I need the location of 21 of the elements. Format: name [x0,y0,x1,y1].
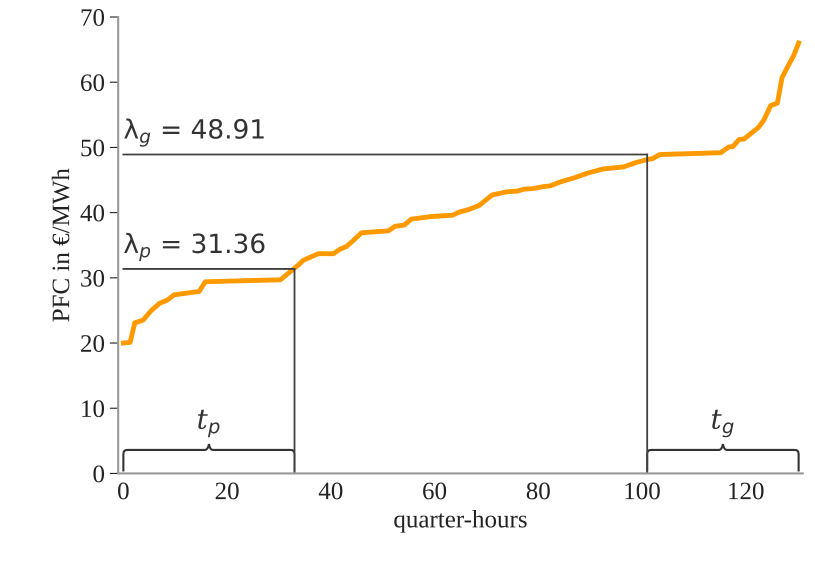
y-tick-label: 0 [93,465,104,482]
y-tick-label: 10 [82,400,104,418]
x-tick-label: 60 [423,482,446,500]
ref-line-label: λ$_{p}$ = 31.36 [124,232,264,262]
annotation: t$_{g}$ [712,410,734,438]
y-tick-label: 50 [81,139,104,156]
x-tick-label: 120 [729,482,764,500]
x-tick-label: 20 [216,482,239,500]
y-axis-title: PFC in €/MWh [52,168,70,322]
ref-line-label: λ$_{g}$ = 48.91 [124,118,264,147]
y-tick-label: 60 [81,74,104,92]
x-axis-title: quarter-hours [394,510,527,533]
y-tick-label: 40 [80,204,104,222]
x-tick-label: 40 [318,482,342,500]
y-tick-label: 30 [81,270,104,287]
annotation: t$_{p}$ [198,410,220,438]
y-tick-label: 20 [81,335,104,352]
x-tick-label: 80 [526,482,550,500]
y-tick-label: 70 [82,9,104,26]
x-tick-label: 0 [118,482,129,500]
x-tick-label: 100 [625,482,660,500]
